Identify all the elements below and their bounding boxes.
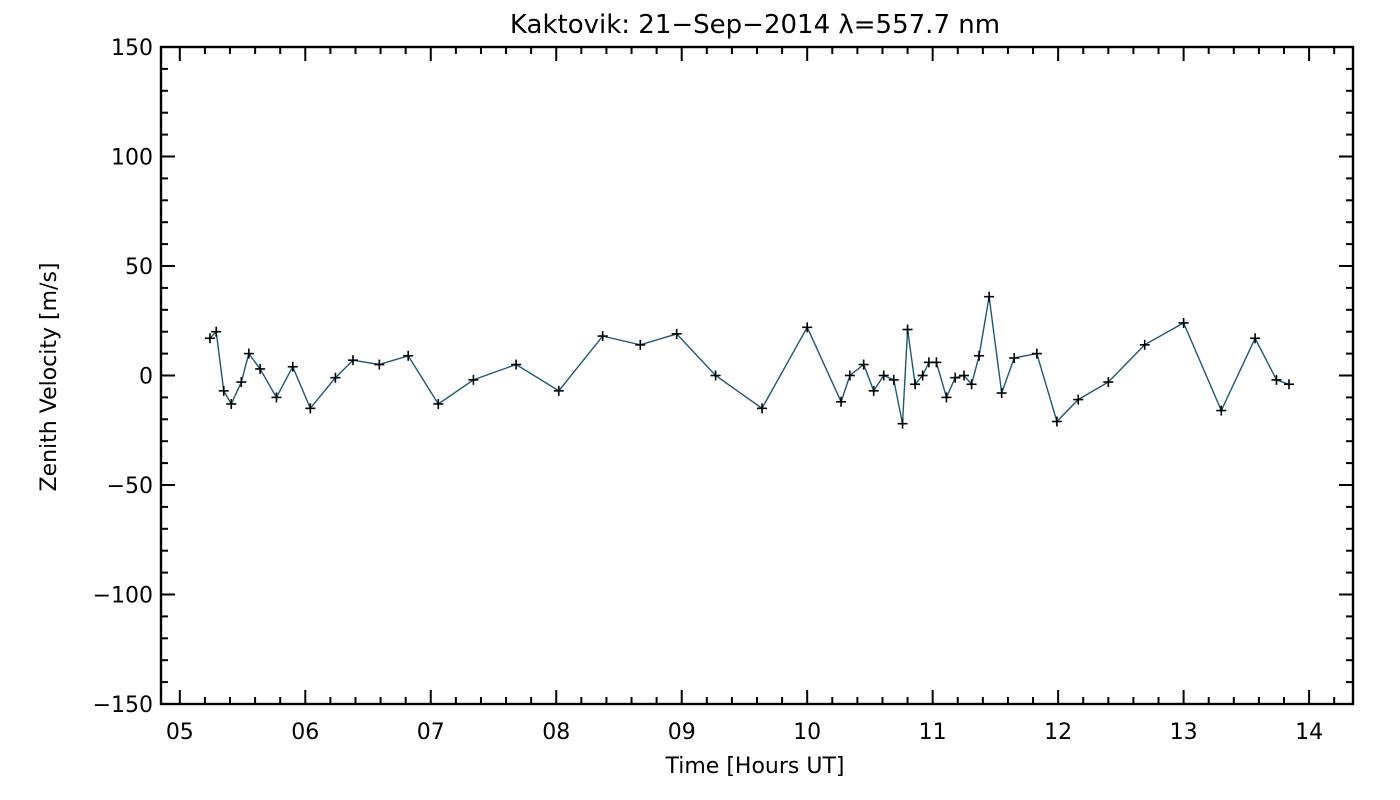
data-point-marker [468,374,479,385]
data-point-marker [218,385,229,396]
data-point-marker [403,350,414,361]
data-point-marker [1250,333,1261,344]
axis-tick-labels: 05 06 07 08 09 10 11 12 13 14 150 100 50 0 −50 −100 −150 [93,36,1324,745]
y-tick-label: 50 [125,255,153,280]
data-point-marker [433,398,444,409]
data-point-marker [511,359,522,370]
data-point-marker [844,370,855,381]
data-point-marker [931,357,942,368]
y-tick-label: 0 [139,365,153,390]
chart-title: Kaktovik: 21−Sep−2014 λ=557.7 nm [510,10,1000,40]
data-point-marker [802,322,813,333]
y-tick-label: −100 [93,584,153,609]
data-point-marker [1103,377,1114,388]
x-tick-label: 09 [668,720,696,745]
x-tick-label: 14 [1295,720,1323,745]
x-tick-label: 07 [417,720,445,745]
data-point-marker [635,339,646,350]
data-point-marker [950,372,961,383]
y-tick-label: −50 [107,474,153,499]
data-point-marker [1284,379,1295,390]
data-point-marker [910,379,921,390]
data-point-marker [1271,374,1282,385]
data-point-marker [330,372,341,383]
data-point-marker [1009,352,1020,363]
data-point-marker [243,348,254,359]
data-point-marker [597,331,608,342]
y-tick-label: −150 [93,693,153,718]
data-point-marker [211,326,222,337]
data-point-marker [858,359,869,370]
data-point-marker [226,398,237,409]
data-point-marker [236,377,247,388]
x-tick-label: 11 [919,720,947,745]
data-point-marker [1178,317,1189,328]
y-tick-label: 150 [111,36,153,61]
data-point-marker [984,291,995,302]
y-tick-label: 100 [111,146,153,171]
data-point-marker [1216,405,1227,416]
data-point-marker [868,385,879,396]
data-point-marker [996,388,1007,399]
data-point-marker [1139,339,1150,350]
data-point-marker [553,385,564,396]
data-point-marker [757,403,768,414]
data-point-marker [836,396,847,407]
data-point-marker [878,370,889,381]
x-tick-label: 08 [542,720,570,745]
data-point-marker [974,350,985,361]
series-line [209,296,1290,424]
data-point-marker [966,379,977,390]
data-point-marker [959,370,970,381]
data-point-marker [888,374,899,385]
y-axis-label: Zenith Velocity [m/s] [37,263,62,492]
x-tick-label: 06 [291,720,319,745]
data-point-marker [941,392,952,403]
data-point-marker [902,324,913,335]
data-point-marker [1051,416,1062,427]
data-point-marker [1073,394,1084,405]
data-point-marker [347,355,358,366]
data-point-marker [204,333,215,344]
data-point-marker [271,392,282,403]
x-tick-label: 13 [1170,720,1198,745]
data-point-marker [305,403,316,414]
data-point-marker [671,328,682,339]
x-tick-label: 10 [793,720,821,745]
plot-frame [159,45,1355,706]
data-point-marker [897,418,908,429]
x-axis-label: Time [Hours UT] [665,754,845,779]
x-tick-label: 05 [166,720,194,745]
data-point-marker [917,370,928,381]
data-point-marker [287,361,298,372]
axis-ticks [161,46,1353,705]
data-series [204,291,1295,429]
data-point-marker [710,370,721,381]
data-point-marker [374,359,385,370]
data-point-marker [1031,348,1042,359]
x-tick-label: 12 [1044,720,1072,745]
data-point-marker [255,363,266,374]
